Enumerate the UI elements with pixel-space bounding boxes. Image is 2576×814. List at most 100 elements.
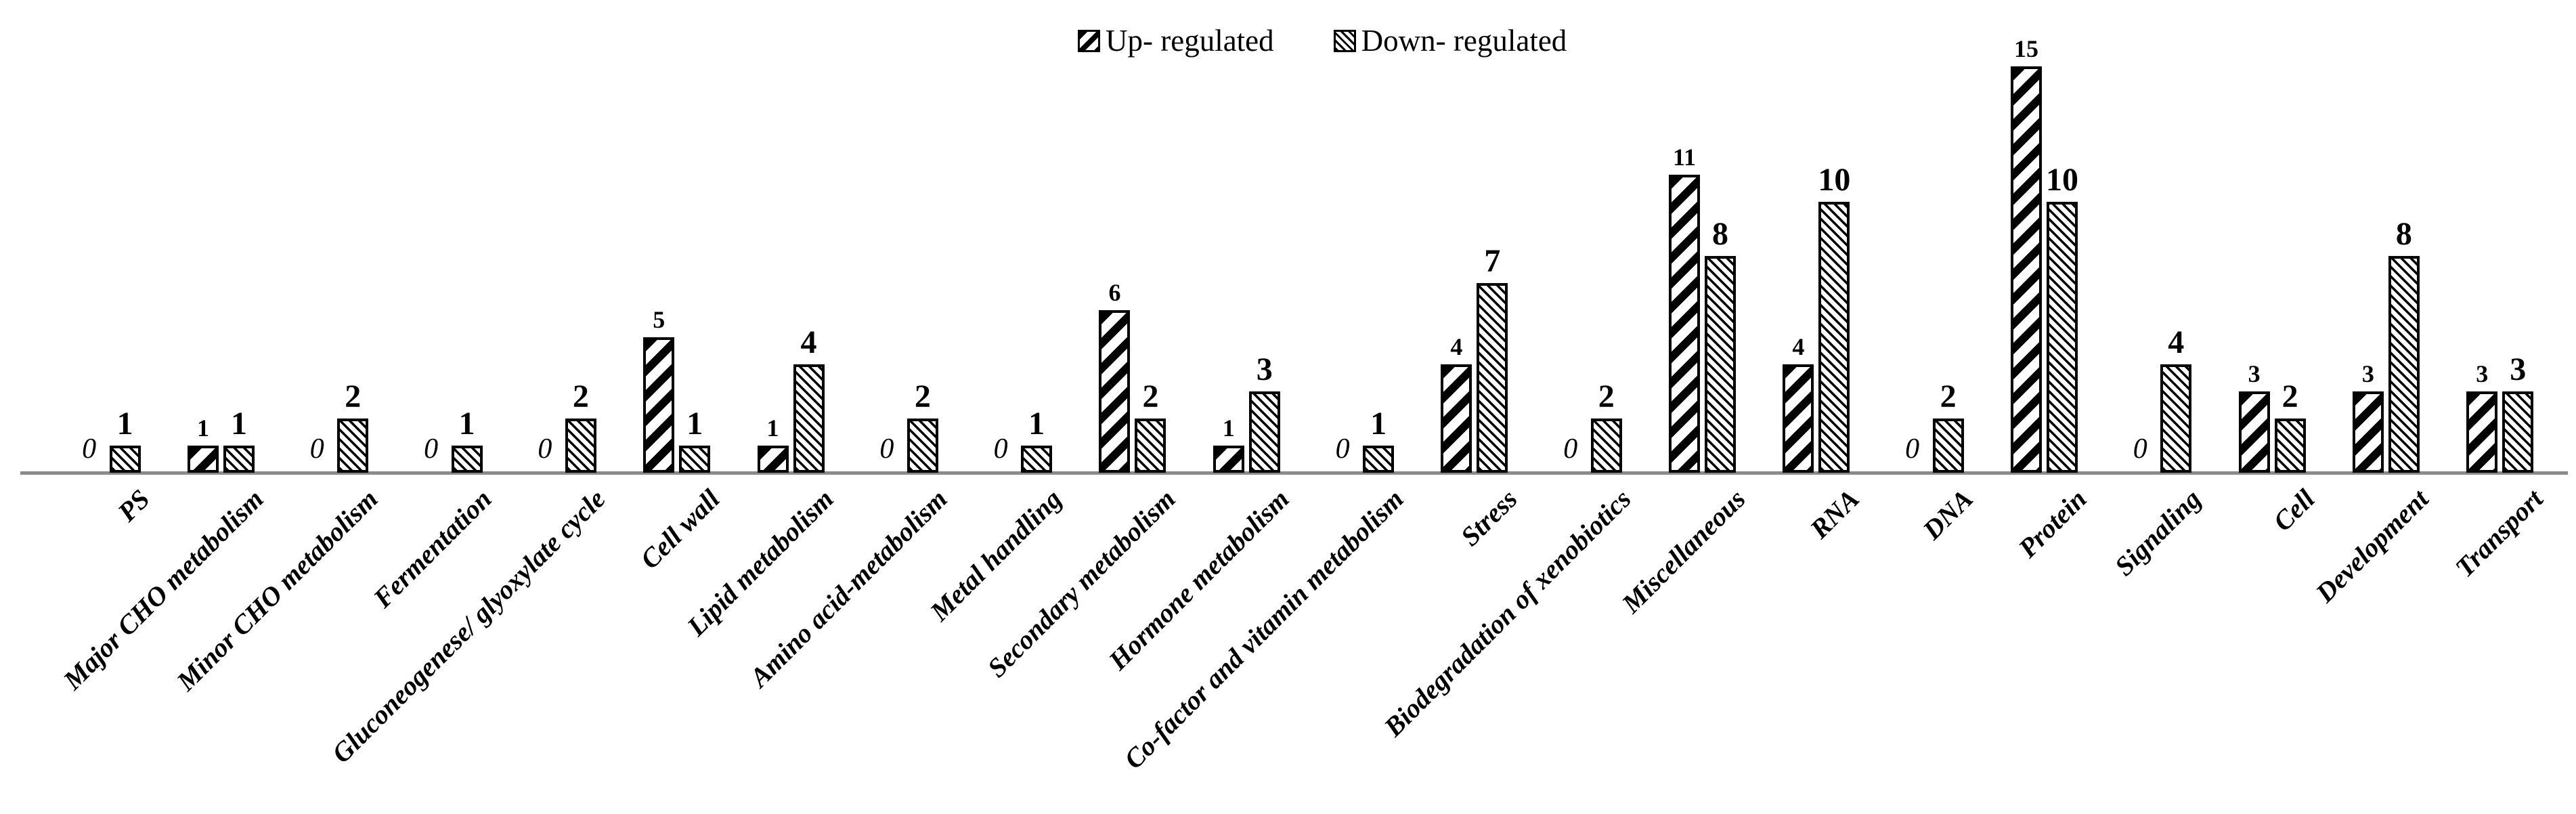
x-axis-label: RNA xyxy=(1804,483,1865,544)
bar-up xyxy=(2238,391,2270,473)
bar-slot-down: 2 xyxy=(1590,0,1622,473)
bar-slot-up: 5 xyxy=(643,0,675,473)
bar-down xyxy=(2502,391,2534,473)
value-label-up: 0 xyxy=(309,433,324,465)
category-group: 0 2 Minor CHO metabolism xyxy=(171,0,392,697)
value-label-up: 0 xyxy=(82,433,97,465)
bar-slot-down: 4 xyxy=(2160,0,2192,473)
category-group: 5 1 Cell wall xyxy=(620,0,734,575)
bar-up xyxy=(1099,310,1131,473)
bar-up xyxy=(757,446,789,473)
value-label-up: 0 xyxy=(538,433,552,465)
value-label-down: 1 xyxy=(458,406,475,442)
bar-up xyxy=(1213,446,1244,473)
category-group: 0 1 PS xyxy=(50,0,164,528)
x-axis-label: Cell xyxy=(2267,483,2321,537)
up-hatch-swatch-icon xyxy=(1078,30,1100,52)
bar-slot-down: 2 xyxy=(337,0,369,473)
x-axis-label: Signaling xyxy=(2108,483,2207,582)
bar-down xyxy=(451,446,483,473)
bar-up xyxy=(1783,364,1814,473)
bar-up xyxy=(2010,66,2042,473)
bar-down xyxy=(2046,202,2078,473)
value-label-down: 2 xyxy=(1142,379,1159,414)
category-group: 6 2 Secondary metabolism xyxy=(982,0,1189,683)
value-label-down: 2 xyxy=(1940,379,1957,414)
category-group: 3 8 Development xyxy=(2310,0,2443,609)
bar-up xyxy=(1669,175,1701,473)
category-group: 4 10 RNA xyxy=(1760,0,1873,544)
legend-label-up: Up- regulated xyxy=(1106,24,1274,58)
bar-down xyxy=(223,446,255,473)
bar-slot-up: 0 xyxy=(416,0,447,473)
value-label-up: 0 xyxy=(2133,433,2147,465)
value-label-down: 1 xyxy=(1370,406,1387,442)
category-group: 1 1 Major CHO metabolism xyxy=(58,0,278,695)
category-group: 0 2 Biodegradation of xenobiotics xyxy=(1378,0,1645,743)
value-label-up: 3 xyxy=(2476,360,2489,387)
bar-up xyxy=(2466,391,2498,473)
bar-slot-down: 2 xyxy=(1932,0,1964,473)
value-label-down: 2 xyxy=(2282,379,2298,414)
bar-slot-down: 7 xyxy=(1477,0,1508,473)
value-label-down: 2 xyxy=(1598,379,1615,414)
value-label-up: 0 xyxy=(424,433,439,465)
bar-slot-up: 15 xyxy=(2010,0,2042,473)
bar-down xyxy=(1021,446,1053,473)
category-group: 15 10 Protein xyxy=(1987,0,2101,563)
value-label-up: 0 xyxy=(1905,433,1920,465)
category-group: 1 4 Lipid metabolism xyxy=(681,0,848,642)
bar-slot-up: 0 xyxy=(985,0,1016,473)
bar-slot-down: 1 xyxy=(223,0,255,473)
value-label-up: 0 xyxy=(1563,433,1578,465)
value-label-down: 2 xyxy=(914,379,931,414)
category-group: 1 3 Hormone metabolism xyxy=(1103,0,1303,676)
bar-down xyxy=(1248,391,1280,473)
value-label-down: 4 xyxy=(2168,324,2185,360)
bar-slot-down: 3 xyxy=(2502,0,2534,473)
value-label-down: 8 xyxy=(1712,216,1729,252)
bar-slot-down: 2 xyxy=(907,0,938,473)
category-group: 3 2 Cell xyxy=(2215,0,2329,537)
value-label-up: 3 xyxy=(2248,360,2261,387)
bar-slot-up: 1 xyxy=(1213,0,1244,473)
category-group: 0 1 Metal handling xyxy=(924,0,1076,627)
bar-slot-down: 1 xyxy=(451,0,483,473)
value-label-up: 1 xyxy=(1222,414,1235,442)
category-group: 0 2 Amino acid-metabolism xyxy=(744,0,961,693)
legend-item-up-regulated: Up- regulated xyxy=(1078,26,1274,56)
bar-slot-down: 1 xyxy=(1363,0,1395,473)
bar-slot-up: 0 xyxy=(301,0,332,473)
bar-up xyxy=(187,446,219,473)
bar-slot-up: 0 xyxy=(529,0,561,473)
x-axis-label: Biodegradation of xenobiotics xyxy=(1378,483,1637,743)
x-axis-label: Cell wall xyxy=(634,483,726,575)
bar-down xyxy=(1590,419,1622,473)
value-label-up: 0 xyxy=(879,433,894,465)
bar-up xyxy=(2352,391,2384,473)
value-label-up: 1 xyxy=(766,414,779,442)
value-label-up: 15 xyxy=(2013,35,2038,62)
bar-down xyxy=(1932,419,1964,473)
bar-down xyxy=(679,446,711,473)
value-label-up: 4 xyxy=(1792,333,1805,360)
value-label-up: 0 xyxy=(1335,433,1350,465)
bar-slot-up: 6 xyxy=(1099,0,1131,473)
bar-slot-down: 2 xyxy=(2274,0,2306,473)
category-group: 11 8 Miscellaneous xyxy=(1615,0,1759,619)
bar-slot-down: 10 xyxy=(1818,0,1850,473)
value-label-down: 1 xyxy=(230,406,247,442)
value-label-down: 1 xyxy=(116,406,133,442)
value-label-down: 10 xyxy=(1818,162,1851,198)
value-label-down: 3 xyxy=(2510,351,2527,387)
value-label-down: 10 xyxy=(2045,162,2078,198)
bar-down xyxy=(109,446,141,473)
bar-down xyxy=(1477,283,1508,473)
bar-down xyxy=(337,419,369,473)
bar-up xyxy=(643,337,675,473)
value-label-down: 1 xyxy=(1028,406,1045,442)
bar-slot-up: 0 xyxy=(74,0,105,473)
bar-slot-down: 3 xyxy=(1248,0,1280,473)
x-axis-label: Development xyxy=(2309,483,2435,609)
bar-slot-up: 4 xyxy=(1441,0,1472,473)
